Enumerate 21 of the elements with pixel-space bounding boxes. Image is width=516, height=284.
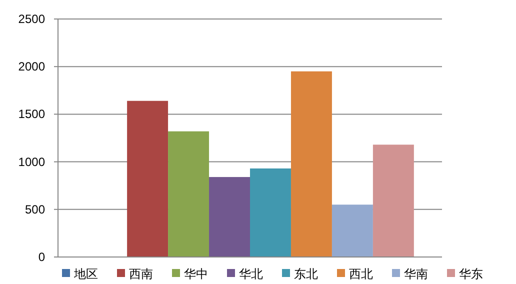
- bar: [209, 177, 250, 257]
- y-tick-label: 0: [38, 250, 46, 264]
- legend-label: 华北: [239, 267, 263, 281]
- legend-label: 东北: [294, 267, 318, 281]
- y-tick-label: 1500: [18, 107, 46, 122]
- legend-label: 地区: [73, 267, 98, 281]
- bar: [127, 100, 168, 257]
- bar: [332, 204, 373, 257]
- legend-label: 华中: [184, 267, 208, 281]
- bar: [290, 71, 332, 257]
- legend-label: 华南: [404, 267, 428, 281]
- legend-label: 西北: [349, 267, 373, 281]
- y-tick-label: 500: [24, 202, 46, 216]
- y-tick-label: 2500: [18, 12, 46, 26]
- y-tick-label: 1000: [18, 154, 46, 169]
- legend-label: 华东: [459, 267, 483, 281]
- bar: [250, 168, 291, 257]
- bar: [372, 144, 414, 257]
- bar: [168, 131, 210, 257]
- y-tick-label: 2000: [18, 60, 46, 74]
- legend-label: 西南: [129, 267, 153, 281]
